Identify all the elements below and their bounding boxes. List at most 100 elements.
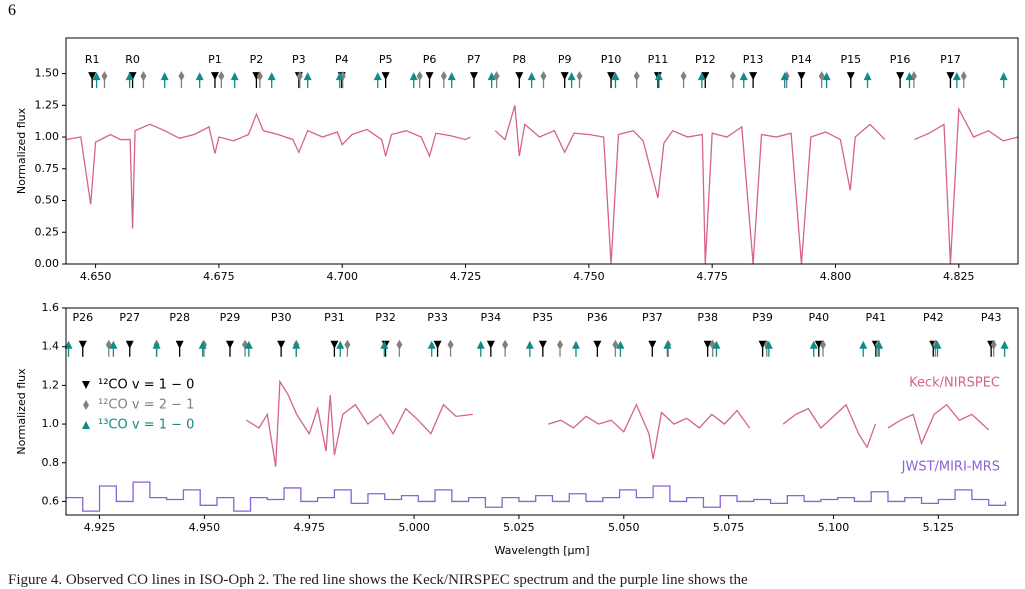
line-marker <box>335 72 344 89</box>
x-tick-label: 4.700 <box>326 270 358 283</box>
marker-symbol <box>125 72 134 81</box>
line-marker <box>336 340 345 357</box>
line-marker <box>527 72 536 89</box>
marker-symbol <box>612 339 619 350</box>
marker-symbol <box>425 72 434 81</box>
marker-symbol <box>427 340 436 349</box>
marker-symbol <box>560 72 569 81</box>
y-tick-label: 1.50 <box>35 67 60 80</box>
marker-symbol <box>809 340 818 349</box>
y-tick-label: 0.25 <box>35 225 60 238</box>
marker-symbol <box>336 340 345 349</box>
marker-symbol <box>712 340 721 349</box>
marker-symbol <box>486 340 495 349</box>
line-marker <box>447 339 454 357</box>
line-label: P7 <box>467 53 481 66</box>
marker-symbol <box>875 340 884 349</box>
line-marker <box>344 339 351 357</box>
line-marker <box>946 72 955 89</box>
line-marker <box>560 72 569 89</box>
marker-symbol <box>729 71 736 82</box>
line-label: P32 <box>375 311 396 324</box>
y-tick-label: 0.8 <box>42 456 60 469</box>
y-axis-label: Normalized flux <box>15 107 28 194</box>
line-marker <box>198 340 207 357</box>
marker-symbol <box>749 72 758 81</box>
line-label: P12 <box>695 53 716 66</box>
marker-symbol <box>999 72 1008 81</box>
line-marker <box>818 71 825 89</box>
x-tick-label: 5.100 <box>818 521 850 534</box>
line-marker <box>195 72 204 89</box>
line-label: P29 <box>220 311 241 324</box>
line-label: P14 <box>791 53 812 66</box>
legend-symbol <box>83 400 89 410</box>
line-label: P2 <box>250 53 264 66</box>
marker-symbol <box>476 340 485 349</box>
marker-symbol <box>109 340 118 349</box>
marker-symbol <box>267 72 276 81</box>
marker-symbol <box>487 72 496 81</box>
line-marker <box>487 72 496 89</box>
marker-symbol <box>933 340 942 349</box>
line-marker <box>952 72 961 89</box>
line-marker <box>703 340 712 357</box>
line-label: P34 <box>481 311 502 324</box>
y-tick-label: 1.6 <box>42 301 60 314</box>
line-label: P27 <box>119 311 140 324</box>
line-marker <box>611 72 620 89</box>
line-label: P9 <box>558 53 572 66</box>
marker-symbol <box>256 71 263 82</box>
marker-symbol <box>797 72 806 81</box>
line-label: P38 <box>697 311 718 324</box>
marker-symbol <box>780 72 789 81</box>
x-tick-label: 4.925 <box>84 521 116 534</box>
x-tick-label: 5.025 <box>503 521 535 534</box>
x-tick-label: 4.975 <box>293 521 325 534</box>
marker-symbol <box>198 340 207 349</box>
line-marker <box>905 72 914 89</box>
line-marker <box>758 340 767 357</box>
line-marker <box>230 72 239 89</box>
line-label: P4 <box>335 53 349 66</box>
line-marker <box>225 340 234 357</box>
marker-symbol <box>571 340 580 349</box>
x-tick-label: 5.075 <box>713 521 745 534</box>
spectrum-line <box>245 379 990 467</box>
line-marker <box>697 72 706 89</box>
legend-label: ¹²CO v = 2 − 1 <box>98 398 194 413</box>
marker-symbol <box>175 340 184 349</box>
line-marker <box>427 340 436 357</box>
marker-symbol <box>330 340 339 349</box>
line-label: P5 <box>379 53 393 66</box>
marker-symbol <box>557 339 564 350</box>
line-label: P10 <box>601 53 622 66</box>
line-marker <box>960 71 967 89</box>
marker-symbol <box>447 339 454 350</box>
line-marker <box>476 340 485 357</box>
line-marker <box>822 72 831 89</box>
series-label: JWST/MIRI-MRS <box>901 460 1000 475</box>
line-marker <box>797 72 806 89</box>
line-marker <box>712 340 721 357</box>
marker-symbol <box>416 71 423 82</box>
marker-symbol <box>303 72 312 81</box>
y-tick-label: 1.4 <box>42 340 60 353</box>
line-label: P40 <box>808 311 829 324</box>
marker-symbol <box>758 340 767 349</box>
marker-symbol <box>1000 340 1009 349</box>
line-label: P43 <box>981 311 1002 324</box>
marker-symbol <box>244 340 253 349</box>
line-label: P31 <box>324 311 345 324</box>
line-marker <box>809 340 818 357</box>
line-marker <box>593 340 602 357</box>
marker-symbol <box>515 72 524 81</box>
x-tick-label: 5.125 <box>923 521 955 534</box>
marker-symbol <box>140 71 147 82</box>
marker-symbol <box>210 72 219 81</box>
marker-symbol <box>178 71 185 82</box>
line-marker <box>210 72 219 89</box>
line-marker <box>999 72 1008 89</box>
x-tick-label: 4.825 <box>943 270 975 283</box>
